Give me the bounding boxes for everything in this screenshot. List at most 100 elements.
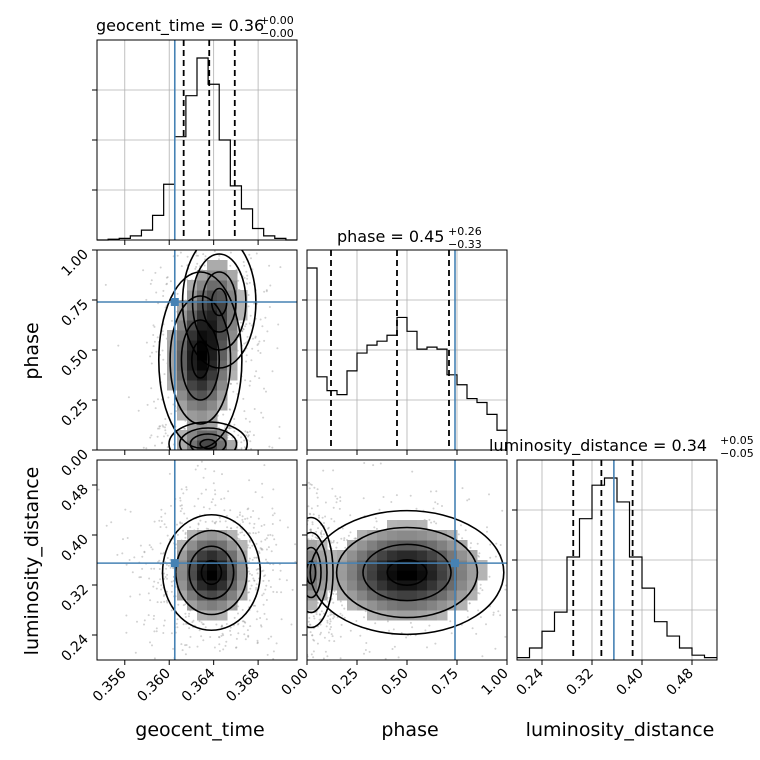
sample-point — [104, 283, 107, 286]
sample-point — [194, 468, 197, 471]
density-cell — [457, 570, 468, 581]
sample-point — [223, 509, 226, 512]
sample-point — [256, 642, 259, 645]
truth-point — [451, 559, 459, 568]
sample-point — [259, 547, 262, 550]
sample-point — [243, 633, 246, 636]
sample-point — [349, 531, 352, 534]
sample-point — [179, 504, 182, 507]
density-cell — [227, 320, 238, 331]
sample-point — [249, 532, 252, 535]
sample-point — [162, 595, 165, 597]
sample-point — [184, 603, 187, 606]
sample-point — [247, 305, 250, 308]
sample-point — [200, 621, 203, 624]
sample-point — [219, 520, 222, 523]
density-cell — [437, 540, 448, 551]
density-cell — [207, 400, 218, 411]
sample-point — [209, 636, 212, 638]
sample-point — [150, 387, 153, 390]
sample-point — [153, 580, 156, 583]
sample-point — [180, 265, 183, 268]
sample-point — [235, 637, 238, 640]
sample-point — [492, 611, 495, 614]
sample-point — [243, 264, 246, 267]
sample-point — [215, 520, 218, 523]
sample-point — [165, 567, 168, 570]
sample-point — [343, 539, 346, 542]
sample-point — [110, 521, 113, 524]
tick-label-x-geocent_time: 0.360 — [134, 666, 174, 706]
sample-point — [497, 610, 500, 613]
sample-point — [320, 533, 323, 536]
truth-point — [170, 559, 179, 568]
sample-point — [347, 534, 350, 537]
sample-point — [158, 427, 161, 430]
sample-point — [339, 496, 342, 499]
contour-line — [309, 509, 505, 636]
sample-point — [151, 548, 154, 551]
sample-point — [355, 620, 358, 622]
density-cell — [387, 520, 398, 531]
title-luminosity-distance-upper: +0.05 — [720, 434, 754, 447]
density-cell — [337, 580, 348, 591]
sample-point — [279, 519, 282, 522]
sample-point — [218, 258, 220, 261]
sample-point — [335, 501, 338, 504]
sample-point — [266, 653, 269, 656]
density-cell — [187, 560, 198, 571]
sample-point — [184, 536, 187, 539]
sample-point — [250, 324, 253, 327]
sample-point — [478, 555, 480, 558]
sample-point — [271, 534, 274, 537]
contour-line — [307, 531, 328, 614]
density-cell — [347, 550, 358, 561]
sample-point — [159, 578, 162, 581]
sample-point — [179, 522, 182, 525]
sample-point — [256, 344, 259, 346]
sample-point — [314, 536, 317, 539]
density-cell — [187, 530, 198, 541]
sample-point — [334, 495, 337, 498]
sample-point — [145, 341, 148, 344]
tick-label-y-phase: 1.00 — [58, 247, 91, 280]
sample-point — [236, 382, 239, 385]
sample-point — [150, 279, 153, 282]
sample-point — [262, 416, 265, 419]
sample-point — [207, 528, 210, 530]
sample-point — [236, 516, 239, 519]
density-cell — [407, 550, 418, 561]
sample-point — [311, 534, 314, 537]
sample-point — [265, 584, 268, 587]
sample-point — [450, 632, 453, 635]
density-cell — [237, 290, 248, 301]
sample-point — [269, 284, 272, 287]
density-cell — [237, 570, 248, 581]
sample-point — [251, 558, 254, 561]
sample-point — [259, 318, 262, 321]
sample-point — [260, 625, 263, 628]
sample-point — [273, 538, 276, 541]
sample-point — [222, 648, 225, 651]
sample-point — [224, 644, 227, 647]
sample-point — [309, 513, 312, 516]
tick-label-y-phase: 0.50 — [58, 347, 91, 380]
contour-line — [169, 295, 232, 425]
density-cell — [237, 300, 248, 311]
sample-point — [183, 512, 186, 515]
sample-point — [245, 354, 248, 357]
sample-point — [294, 543, 297, 546]
sample-point — [243, 621, 246, 623]
histogram-phase — [307, 267, 507, 431]
sample-point — [197, 254, 199, 257]
sample-point — [202, 639, 205, 642]
sample-point — [211, 520, 214, 523]
sample-point — [316, 496, 319, 499]
sample-point — [255, 370, 258, 373]
density-cell — [187, 440, 198, 450]
sample-point — [200, 635, 203, 638]
sample-point — [259, 352, 262, 354]
density-cell — [357, 590, 368, 601]
sample-point — [248, 591, 251, 594]
density-cell — [477, 570, 488, 581]
